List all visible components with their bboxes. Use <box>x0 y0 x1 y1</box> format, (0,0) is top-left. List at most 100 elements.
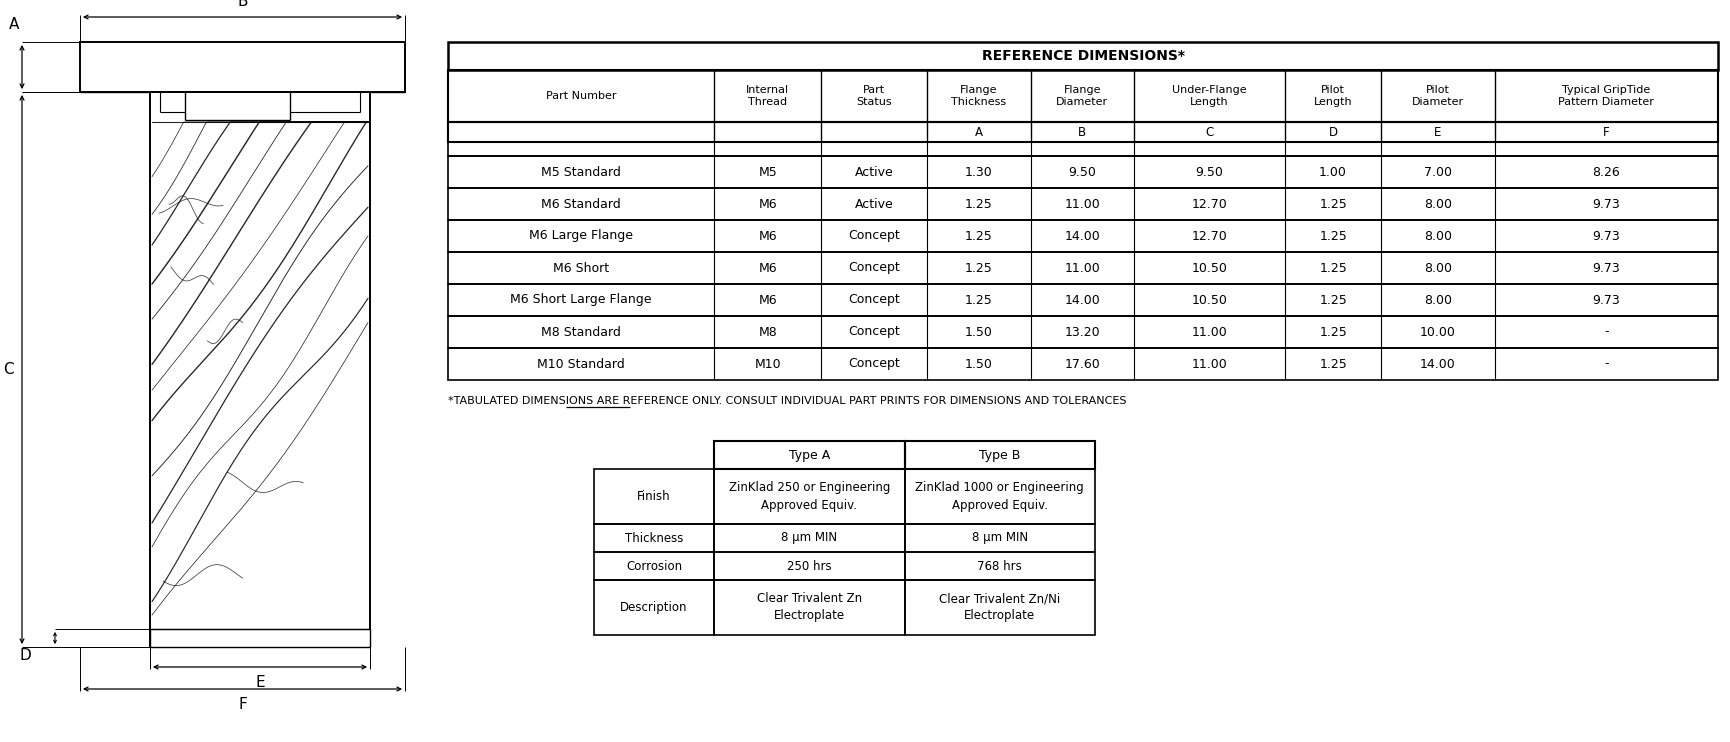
Text: 250 hrs: 250 hrs <box>787 559 832 573</box>
Text: M6: M6 <box>758 197 777 211</box>
Bar <box>714 469 905 524</box>
Text: *TABULATED DIMENSIONS ARE REFERENCE ONLY. CONSULT INDIVIDUAL PART PRINTS FOR DIM: *TABULATED DIMENSIONS ARE REFERENCE ONLY… <box>448 396 1126 406</box>
Text: 12.70: 12.70 <box>1192 197 1227 211</box>
Text: 8.00: 8.00 <box>1424 261 1451 275</box>
Bar <box>448 42 1718 70</box>
Text: 8.00: 8.00 <box>1424 294 1451 306</box>
Text: Flange
Diameter: Flange Diameter <box>1055 85 1109 107</box>
Text: M6 Short: M6 Short <box>554 261 609 275</box>
Text: -: - <box>1604 326 1609 338</box>
Text: A: A <box>9 17 19 32</box>
Bar <box>448 252 1718 284</box>
Text: ZinKlad 250 or Engineering
Approved Equiv.: ZinKlad 250 or Engineering Approved Equi… <box>728 482 891 511</box>
Text: M10 Standard: M10 Standard <box>538 358 625 370</box>
Bar <box>448 316 1718 348</box>
Text: Thickness: Thickness <box>625 531 683 545</box>
Bar <box>905 441 1095 469</box>
Text: Active: Active <box>855 165 894 179</box>
Text: D: D <box>19 649 31 663</box>
Text: 1.25: 1.25 <box>965 294 993 306</box>
Bar <box>714 524 905 552</box>
Text: D: D <box>1329 125 1337 139</box>
Text: 1.25: 1.25 <box>1320 229 1348 243</box>
Text: 17.60: 17.60 <box>1064 358 1100 370</box>
Text: REFERENCE DIMENSIONS*: REFERENCE DIMENSIONS* <box>981 49 1185 63</box>
Text: 12.70: 12.70 <box>1192 229 1227 243</box>
Text: 14.00: 14.00 <box>1064 294 1100 306</box>
Text: C: C <box>3 362 14 377</box>
Text: 9.73: 9.73 <box>1592 294 1621 306</box>
Bar <box>593 524 714 552</box>
Text: Finish: Finish <box>637 490 671 503</box>
Text: Active: Active <box>855 197 894 211</box>
Text: E: E <box>1434 125 1441 139</box>
Text: Concept: Concept <box>848 358 900 370</box>
Text: Type A: Type A <box>789 448 830 462</box>
Bar <box>714 552 905 580</box>
Text: Concept: Concept <box>848 326 900 338</box>
Text: M6: M6 <box>758 294 777 306</box>
Text: Pilot
Length: Pilot Length <box>1313 85 1353 107</box>
Text: 8.00: 8.00 <box>1424 197 1451 211</box>
Text: 1.25: 1.25 <box>1320 294 1348 306</box>
Bar <box>448 284 1718 316</box>
Text: 11.00: 11.00 <box>1064 261 1100 275</box>
Text: M10: M10 <box>754 358 780 370</box>
Text: 11.00: 11.00 <box>1192 358 1227 370</box>
Bar <box>151 629 370 647</box>
Text: 11.00: 11.00 <box>1192 326 1227 338</box>
Text: A: A <box>976 125 983 139</box>
Text: 1.50: 1.50 <box>965 326 993 338</box>
Text: M8 Standard: M8 Standard <box>541 326 621 338</box>
Text: 1.25: 1.25 <box>965 261 993 275</box>
Text: Concept: Concept <box>848 261 900 275</box>
Text: M8: M8 <box>758 326 777 338</box>
Text: M6 Large Flange: M6 Large Flange <box>529 229 633 243</box>
Text: 10.50: 10.50 <box>1192 261 1227 275</box>
Bar <box>593 552 714 580</box>
Text: 768 hrs: 768 hrs <box>977 559 1022 573</box>
Text: M5 Standard: M5 Standard <box>541 165 621 179</box>
Text: 8 μm MIN: 8 μm MIN <box>972 531 1028 545</box>
Text: 9.50: 9.50 <box>1067 165 1097 179</box>
Bar <box>593 580 714 635</box>
Text: Clear Trivalent Zn/Ni
Electroplate: Clear Trivalent Zn/Ni Electroplate <box>939 593 1060 623</box>
Text: 8.26: 8.26 <box>1592 165 1621 179</box>
Text: Internal
Thread: Internal Thread <box>746 85 789 107</box>
Text: Flange
Thickness: Flange Thickness <box>952 85 1007 107</box>
Text: B: B <box>1078 125 1086 139</box>
Bar <box>80 42 405 92</box>
Text: C: C <box>1206 125 1213 139</box>
Bar <box>905 524 1095 552</box>
Text: 8 μm MIN: 8 μm MIN <box>782 531 837 545</box>
Text: Clear Trivalent Zn
Electroplate: Clear Trivalent Zn Electroplate <box>756 593 862 623</box>
Bar <box>151 92 370 647</box>
Text: 9.73: 9.73 <box>1592 261 1621 275</box>
Text: B: B <box>237 0 247 9</box>
Text: Corrosion: Corrosion <box>626 559 682 573</box>
Text: 10.50: 10.50 <box>1192 294 1227 306</box>
Text: 7.00: 7.00 <box>1424 165 1451 179</box>
Text: 1.50: 1.50 <box>965 358 993 370</box>
Bar <box>448 156 1718 188</box>
Text: -: - <box>1604 358 1609 370</box>
Text: 1.00: 1.00 <box>1318 165 1348 179</box>
Text: 8.00: 8.00 <box>1424 229 1451 243</box>
Text: Typical GripTide
Pattern Diameter: Typical GripTide Pattern Diameter <box>1559 85 1654 107</box>
Text: Part Number: Part Number <box>547 91 616 101</box>
Bar <box>905 580 1095 635</box>
Text: 1.30: 1.30 <box>965 165 993 179</box>
Text: M5: M5 <box>758 165 777 179</box>
Text: Pilot
Diameter: Pilot Diameter <box>1412 85 1464 107</box>
Text: Concept: Concept <box>848 294 900 306</box>
Text: 14.00: 14.00 <box>1064 229 1100 243</box>
Text: ZinKlad 1000 or Engineering
Approved Equiv.: ZinKlad 1000 or Engineering Approved Equ… <box>915 482 1085 511</box>
Text: 9.73: 9.73 <box>1592 229 1621 243</box>
Text: Under-Flange
Length: Under-Flange Length <box>1171 85 1247 107</box>
Text: Concept: Concept <box>848 229 900 243</box>
Text: 9.73: 9.73 <box>1592 197 1621 211</box>
Bar <box>448 70 1718 122</box>
Text: Type B: Type B <box>979 448 1021 462</box>
Text: Description: Description <box>621 601 689 614</box>
Bar <box>448 188 1718 220</box>
